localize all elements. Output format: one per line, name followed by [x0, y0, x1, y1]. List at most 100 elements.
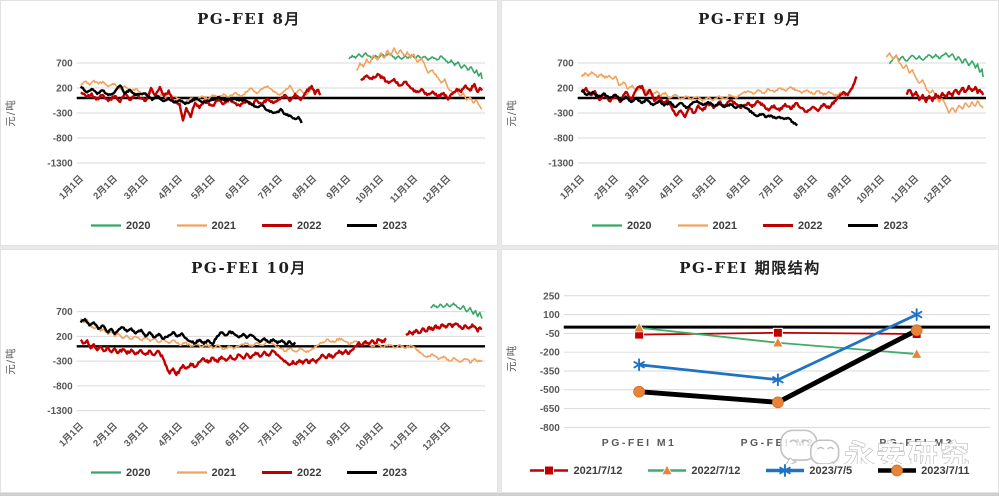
legend-item-2022: 2022	[262, 466, 321, 479]
y-tick-label: 200	[557, 83, 574, 94]
series-2022	[79, 322, 483, 377]
x-tick-label: 7月1日	[256, 173, 285, 202]
x-tick-label: 6月1日	[223, 173, 252, 202]
y-tick-label: -300	[554, 108, 574, 119]
y-tick-label: 700	[56, 307, 73, 318]
series-line-2023	[79, 84, 303, 124]
legend-item-2023: 2023	[347, 219, 407, 232]
x-tick-label: 4月1日	[657, 173, 686, 202]
legend-item-2021: 2021	[677, 219, 737, 232]
y-tick-label: -350	[540, 366, 560, 377]
asterisk-marker	[772, 373, 784, 387]
watermark: 永安研究	[780, 429, 972, 464]
chart-panel-sep: PG-FEI 9月 700 200 -300 -800 -1300 元/吨 1月1日 2月1日…	[501, 0, 999, 246]
x-tick-label: 9月1日	[324, 173, 353, 202]
legend-aug: 2020 2021 2022 2023	[1, 219, 497, 243]
legend-item-2023: 2023	[848, 219, 908, 232]
y-tick-label: -200	[540, 348, 560, 359]
legend-swatch	[176, 471, 207, 474]
circle-marker	[633, 385, 645, 398]
legend-item-2023: 2023	[347, 466, 407, 479]
legend-label: 2023	[382, 219, 407, 232]
asterisk-marker	[910, 308, 923, 321]
series-2023	[79, 84, 303, 124]
legend-item-2020: 2020	[91, 466, 151, 479]
x-tick-label: 8月1日	[290, 173, 319, 202]
series-2023	[79, 317, 297, 346]
legend-label: 2022	[297, 219, 322, 232]
series-line-2022	[360, 72, 484, 101]
x-tick-label: 11月1日	[387, 420, 419, 452]
x-tick-label: 11月1日	[889, 173, 921, 205]
legend-label: 2023/7/11	[921, 464, 970, 477]
y-tick-label: -800	[53, 133, 73, 144]
series-line-2022	[80, 84, 322, 122]
y-tick-label: 700	[56, 58, 73, 69]
series-line-2021	[580, 71, 847, 102]
legend-swatch	[766, 464, 805, 477]
legend-label: 2020	[627, 219, 652, 232]
legend-item-2020: 2020	[592, 219, 652, 232]
watermark-text: 永安研究	[845, 438, 972, 464]
legend-swatch	[347, 471, 378, 474]
y-tick-label: 250	[543, 291, 560, 302]
y-tick-label: -800	[540, 423, 560, 434]
triangle-marker	[633, 321, 645, 333]
square-marker	[772, 327, 783, 338]
triangle-marker	[772, 336, 784, 348]
legend-swatch	[878, 464, 917, 477]
legend-swatch	[262, 224, 292, 227]
y-tick-label: -1300	[47, 406, 73, 417]
legend-item-2021: 2021	[176, 466, 236, 479]
legend-swatch	[763, 224, 793, 227]
y-axis-title: 元/吨	[505, 99, 518, 127]
x-category-label: PG-FEI M2	[741, 438, 816, 449]
y-tick-label: -800	[554, 133, 574, 144]
chart-panel-term-structure: PG-FEI 期限结构 250 100 -50 -200 -350 -500 -650 -80…	[501, 249, 999, 493]
legend-label: 2023/7/5	[809, 464, 853, 477]
x-tick-label: 7月1日	[757, 173, 786, 202]
x-tick-label: 4月1日	[156, 173, 185, 202]
chart-title-aug: PG-FEI 8月	[197, 10, 301, 28]
x-tick-label: 2月1日	[91, 173, 120, 202]
legend-item-2022: 2022	[262, 219, 321, 232]
x-tick-label: 10月1日	[855, 173, 887, 205]
triangle-marker	[661, 464, 674, 476]
x-tick-label: 12月1日	[922, 173, 954, 205]
y-tick-label: -1300	[47, 158, 73, 169]
y-tick-label: 200	[56, 83, 73, 94]
legend-label: 2021	[211, 219, 236, 232]
legend-item-2023-7-11: 2023/7/11	[878, 464, 970, 477]
x-tick-label: 5月1日	[189, 173, 218, 202]
x-tick-label: 8月1日	[791, 173, 820, 202]
legend-swatch	[592, 224, 623, 227]
legend-swatch	[530, 465, 569, 476]
legend-label: 2021	[712, 219, 737, 232]
wechat-chat-bubbles-icon	[780, 429, 840, 464]
series-line-2021	[80, 79, 320, 103]
chart-title-sep: PG-FEI 9月	[698, 10, 802, 28]
series-2020	[888, 52, 984, 78]
legend-oct: 2020 2021 2022 2023	[1, 466, 497, 490]
asterisk-marker	[779, 464, 792, 477]
square-marker	[544, 465, 555, 476]
legend-sep: 2020 2021 2022 2023	[502, 219, 998, 243]
chart-plot-term-structure: 250 100 -50 -200 -350 -500 -650 -800 元/吨 PG-FEI M…	[505, 291, 991, 464]
series-line-2023	[580, 89, 799, 127]
legend-term-structure: 2021/7/12 2022/7/12 2023/7/5 2023/7/11	[502, 464, 998, 488]
legend-swatch	[648, 464, 687, 476]
y-tick-label: -50	[545, 329, 560, 340]
series-line-2020	[888, 52, 984, 78]
legend-label: 2021	[211, 466, 236, 479]
triangle-marker	[910, 347, 923, 359]
y-tick-label: 200	[56, 332, 73, 343]
legend-label: 2020	[126, 466, 151, 479]
legend-swatch	[91, 224, 122, 227]
legend-item-2022-7-12: 2022/7/12	[648, 464, 740, 477]
series-line-2022	[905, 84, 985, 104]
series-line-2022	[79, 337, 387, 377]
y-tick-label: 100	[543, 310, 560, 321]
chart-plot-sep: 700 200 -300 -800 -1300 元/吨 1月1日 2月1日 3月1日 4月1日 5月…	[505, 52, 987, 206]
x-tick-label: 12月1日	[421, 173, 453, 205]
legend-item-2022: 2022	[763, 219, 822, 232]
